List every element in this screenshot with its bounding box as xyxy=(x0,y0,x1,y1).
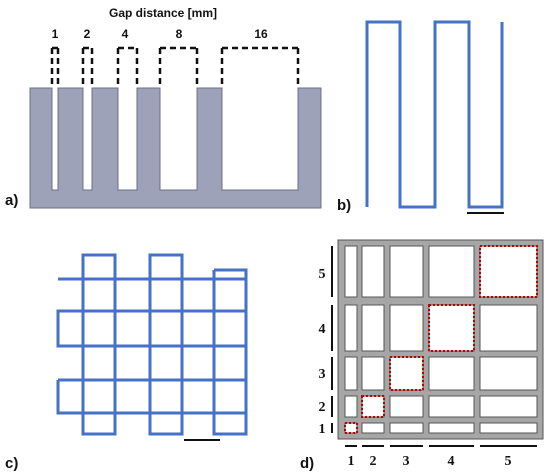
panel-c xyxy=(56,253,248,436)
diagonal-highlights xyxy=(344,245,538,434)
panel-b-label: b) xyxy=(337,197,351,214)
highlight-cell-3 xyxy=(389,356,424,391)
vertical-trace-3 xyxy=(212,268,248,436)
row-label-1: 1 xyxy=(319,422,326,437)
col-label-3: 3 xyxy=(403,454,410,469)
gap-label-1: 1 xyxy=(52,27,59,41)
horizontal-trace-3 xyxy=(56,380,246,415)
gap-label-4: 4 xyxy=(122,27,129,41)
row-label-4: 4 xyxy=(319,322,326,337)
panel-d: 5 4 3 2 1 1 2 3 4 5 d) xyxy=(300,239,544,472)
gap-label-16: 16 xyxy=(254,27,268,41)
panel-c-label: c) xyxy=(5,455,18,472)
highlight-cell-5 xyxy=(479,245,538,298)
horizontal-trace-1 xyxy=(56,277,248,348)
panel-d-label: d) xyxy=(300,455,314,472)
row-label-3: 3 xyxy=(319,367,326,382)
horizontal-trace-2 xyxy=(58,346,248,382)
gap-distance-title: Gap distance [mm] xyxy=(109,6,217,20)
grid-cells xyxy=(344,245,538,434)
meander-trace xyxy=(365,20,504,209)
gap-label-8: 8 xyxy=(176,27,183,41)
col-label-5: 5 xyxy=(505,454,512,469)
row-label-5: 5 xyxy=(319,267,326,282)
col-label-1: 1 xyxy=(348,454,355,469)
col-label-4: 4 xyxy=(448,454,455,469)
highlight-cell-2 xyxy=(361,395,385,418)
row-label-2: 2 xyxy=(319,400,326,415)
highlight-cell-4 xyxy=(428,304,475,352)
panel-b: b) xyxy=(337,20,504,214)
panel-a-label: a) xyxy=(5,192,18,209)
col-label-2: 2 xyxy=(370,454,377,469)
comb-body xyxy=(29,87,322,209)
highlight-cell-1 xyxy=(344,422,358,434)
gap-markers xyxy=(50,46,300,88)
gap-label-2: 2 xyxy=(84,27,91,41)
panel-a: Gap distance [mm] 1 2 4 8 16 a) xyxy=(5,6,322,209)
